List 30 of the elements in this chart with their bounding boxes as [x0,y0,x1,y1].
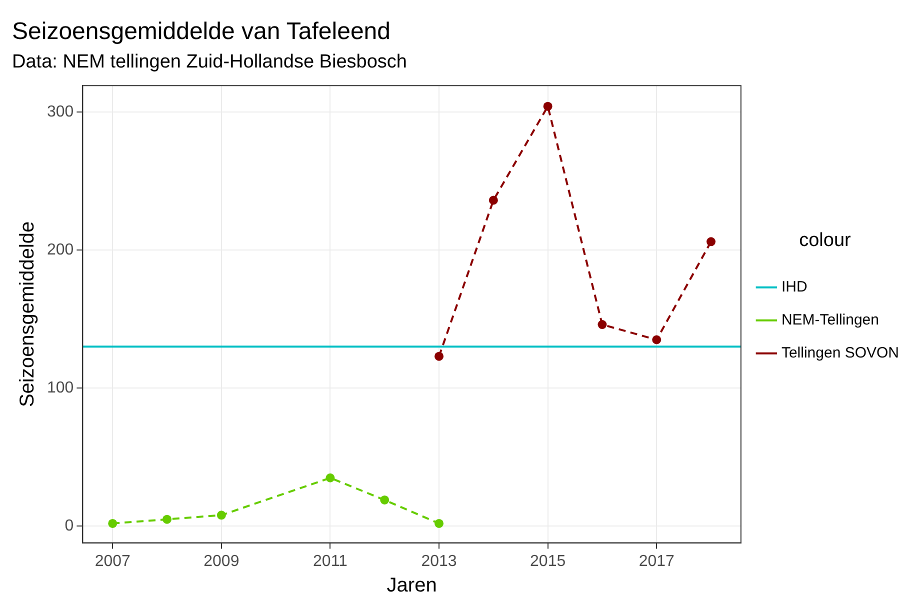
point [598,320,607,330]
chart-subtitle: Data: NEM tellingen Zuid-Hollandse Biesbosch [12,51,407,72]
legend-label: IHD [781,278,808,296]
x-tick-label: 2009 [204,552,240,570]
point [162,514,172,524]
y-tick-label: 100 [46,380,74,397]
point [488,196,498,205]
point [706,237,716,246]
point [216,510,226,520]
x-tick-label: 2017 [638,552,675,570]
y-tick-label: 0 [64,518,74,535]
legend-label: Tellingen SOVON [781,344,900,362]
x-axis-title: Jaren [386,574,437,597]
y-tick-label: 200 [46,241,74,258]
x-tick-label: 2011 [313,552,348,570]
y-tick-label: 300 [46,103,74,120]
point [108,518,118,528]
legend-label: NEM-Tellingen [781,312,879,329]
legend-title: colour [799,230,852,251]
point [434,518,444,528]
y-axis-title: Seizoensgemiddelde [16,221,39,408]
x-tick-label: 2013 [421,552,457,570]
x-tick-label: 2015 [530,552,566,570]
point [380,495,390,504]
point [543,102,552,111]
point [326,473,335,482]
x-tick-label: 2007 [94,552,131,570]
chart-title: Seizoensgemiddelde van Tafeleend [12,18,391,46]
point [434,352,444,361]
point [652,335,662,344]
